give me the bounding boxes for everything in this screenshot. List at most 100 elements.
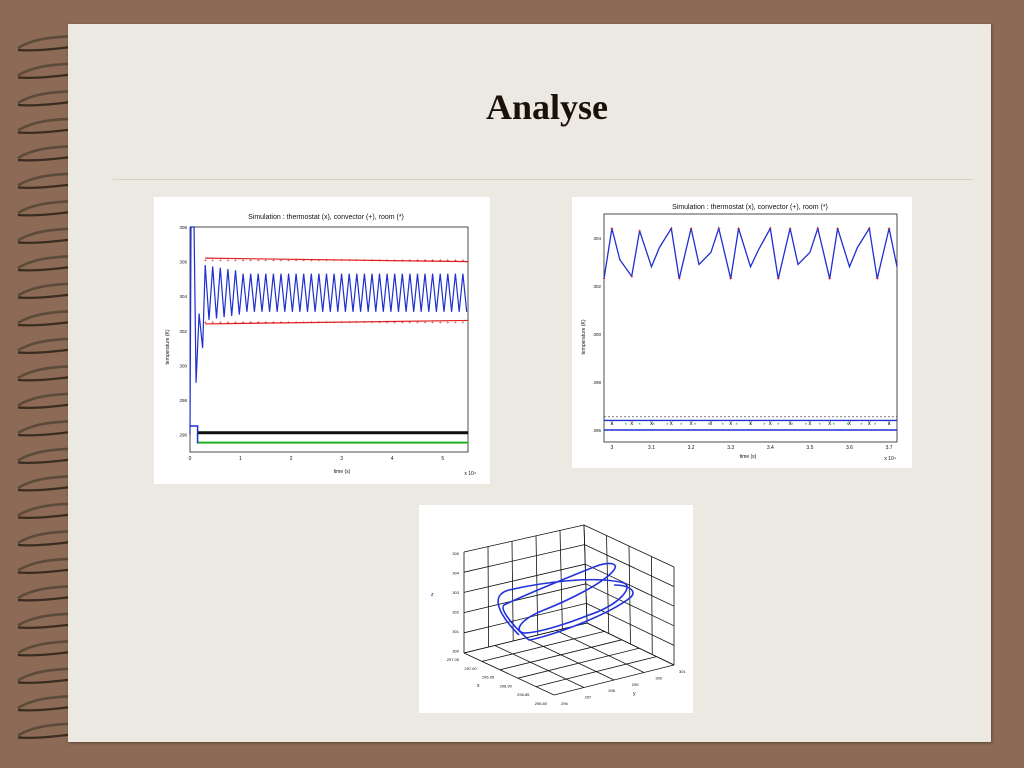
fig3-gridline: [487, 546, 489, 648]
fig2-green-mark: *: [777, 423, 780, 429]
fig2-convector-mark: +: [717, 226, 721, 232]
fig1-convector-mark: +: [226, 320, 229, 326]
fig2-thermostat-mark: x: [868, 421, 871, 427]
fig1-xtick: 1: [239, 456, 242, 462]
fig3-ytick: 297: [585, 695, 592, 700]
fig2-ylabel: temperature (K): [581, 319, 587, 354]
fig2-xtick: 3.3: [727, 445, 734, 451]
fig2-green-mark: *: [694, 423, 697, 429]
fig2-convector-mark: +: [630, 274, 634, 280]
fig2-green-mark: *: [666, 423, 669, 429]
fig1-convector-mark: +: [302, 320, 305, 326]
fig3-trajectory: [497, 562, 634, 641]
fig2-thermostat-mark: x: [789, 421, 792, 427]
fig1-convector-mark: +: [280, 320, 283, 326]
fig3-gridline: [463, 544, 585, 573]
fig3-gridline: [463, 603, 587, 634]
fig1-xtick: 5: [441, 456, 444, 462]
fig1-convector-upper: [205, 257, 469, 263]
fig1-convector-mark: +: [257, 320, 260, 326]
fig1-convector-mark: +: [219, 320, 222, 326]
fig3-xlabel: x: [477, 683, 480, 689]
figure-2: Simulation : thermostat (x), convector (…: [572, 197, 912, 468]
fig3-xtick: 296.85: [517, 692, 530, 697]
fig1-convector-mark: +: [272, 258, 275, 264]
fig2-green-mark: *: [652, 423, 655, 429]
fig1-room-series: [189, 226, 468, 435]
fig2-ytick: 300: [593, 332, 601, 337]
fig1-convector-mark: +: [348, 320, 351, 326]
fig1-thermostat-band: [197, 431, 468, 435]
fig1-convector-mark: +: [333, 320, 336, 326]
fig3-ytick: 300: [655, 675, 662, 680]
fig1-green-band: [197, 441, 468, 444]
fig2-convector-mark: +: [776, 277, 780, 283]
fig2-ytick: 296: [593, 428, 601, 433]
fig2-convector-mark: +: [677, 277, 681, 283]
fig1-convector-mark: +: [242, 320, 245, 326]
fig1-convector-mark: +: [317, 320, 320, 326]
fig2-xtick: 3.6: [846, 445, 853, 451]
fig2-convector-mark: +: [602, 277, 606, 283]
fig2-green-mark: *: [791, 423, 794, 429]
fig2-ytick: 298: [593, 380, 601, 385]
fig1-convector-mark: +: [416, 258, 419, 264]
fig2-xscale: x 10⁴: [884, 456, 896, 462]
fig2-thermostat-mark: x: [729, 421, 732, 427]
fig3-ztick: 301: [452, 629, 459, 634]
fig2-convector-mark: +: [689, 226, 693, 232]
fig1-convector-mark: +: [264, 258, 267, 264]
fig1-convector-mark: +: [454, 320, 457, 326]
fig2-xtick: 3: [611, 445, 614, 451]
fig3-xtick: 297.05: [447, 657, 460, 662]
title-divider: [113, 179, 973, 180]
fig2-green-mark: *: [708, 423, 711, 429]
fig2-green-mark: *: [860, 423, 863, 429]
fig1-convector-mark: +: [325, 320, 328, 326]
fig2-green-mark: *: [749, 423, 752, 429]
fig3-gridline: [583, 524, 588, 624]
fig1-convector-mark: +: [325, 258, 328, 264]
fig1-convector-mark: +: [249, 258, 252, 264]
fig3-gridline: [586, 622, 675, 666]
fig3-gridline: [463, 652, 555, 696]
fig3-gridline: [583, 524, 675, 568]
fig1-convector-mark: +: [340, 320, 343, 326]
figure-1: Simulation : thermostat (x), convector (…: [154, 197, 490, 484]
fig3-gridline: [584, 544, 675, 587]
fig1-convector-mark: +: [363, 320, 366, 326]
fig3-ztick: 304: [452, 571, 459, 576]
fig1-ylabel: temperature (K): [165, 329, 171, 364]
fig2-thermostat-mark: x: [848, 421, 851, 427]
fig2-thermostat-mark: x: [610, 421, 613, 427]
fig2-xtick: 3.5: [806, 445, 813, 451]
fig3-gridline: [606, 535, 610, 634]
fig3-ytick: 299: [632, 682, 639, 687]
fig1-ytick: 296: [179, 433, 187, 438]
fig3-xtick: 297.00: [464, 666, 477, 671]
fig1-convector-mark: +: [378, 320, 381, 326]
fig1-convector-mark: +: [295, 320, 298, 326]
fig2-green-mark: *: [611, 423, 614, 429]
fig1-ytick: 304: [179, 294, 187, 299]
fig2-ytick: 302: [593, 284, 601, 289]
fig1-title: Simulation : thermostat (x), convector (…: [248, 214, 404, 221]
fig1-convector-mark: +: [302, 258, 305, 264]
fig3-xtick: 296.90: [500, 683, 513, 688]
fig1-convector-mark: +: [204, 258, 207, 264]
fig2-convector-mark: +: [875, 277, 879, 283]
fig2-green-mark: *: [638, 423, 641, 429]
fig1-convector-mark: +: [446, 258, 449, 264]
fig2-convector-mark: +: [887, 226, 891, 232]
fig2-thermostat-mark: x: [769, 421, 772, 427]
fig1-convector-mark: +: [257, 258, 260, 264]
fig1-convector-mark: +: [378, 258, 381, 264]
fig1-convector-mark: +: [431, 258, 434, 264]
fig3-ylabel: y: [633, 691, 636, 697]
fig1-convector-mark: +: [310, 320, 313, 326]
fig2-convector-mark: +: [737, 226, 741, 232]
fig3-xtick: 296.80: [535, 701, 548, 706]
fig2-convector-mark: +: [816, 226, 820, 232]
fig3-grid: [463, 524, 675, 696]
fig1-convector-mark: +: [371, 258, 374, 264]
